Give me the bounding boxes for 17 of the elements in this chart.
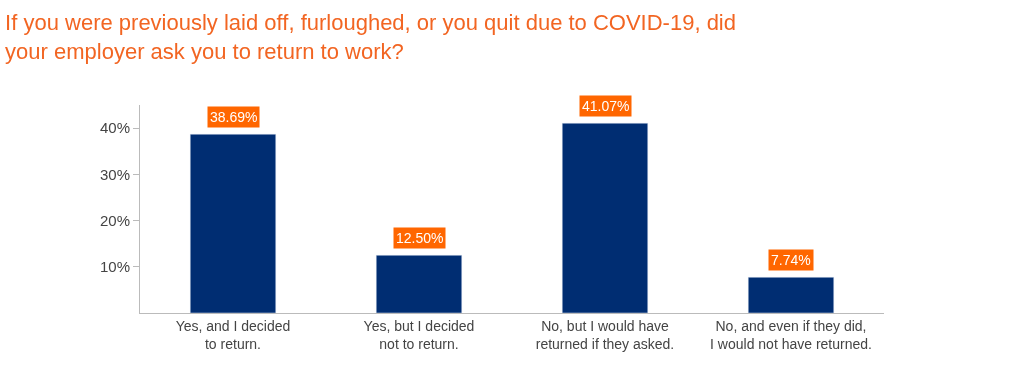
bar (561, 122, 649, 313)
data-label: 41.07% (582, 98, 630, 114)
data-label: 12.50% (396, 230, 444, 246)
x-tick-label: No, and even if they did, I would not have returned. (710, 317, 872, 352)
y-tick-label: 30% (99, 165, 130, 183)
y-tick-label: 40% (99, 119, 130, 137)
x-tick-label: Yes, and I decided to return. (175, 317, 291, 352)
bar (747, 276, 835, 313)
chart-title: If you were previously laid off, furloughed, or you quit due to COVID-19, did your employer ask you to return to work? (5, 10, 737, 64)
y-tick-label: 20% (99, 211, 130, 229)
y-tick-label: 10% (99, 258, 130, 276)
bar (375, 254, 463, 313)
data-label: 7.74% (771, 252, 811, 268)
x-tick-label: No, but I would have returned if they asked. (535, 317, 675, 352)
x-tick-label: Yes, but I decided not to return. (363, 317, 475, 352)
data-label: 38.69% (210, 109, 258, 125)
bar (189, 133, 277, 313)
